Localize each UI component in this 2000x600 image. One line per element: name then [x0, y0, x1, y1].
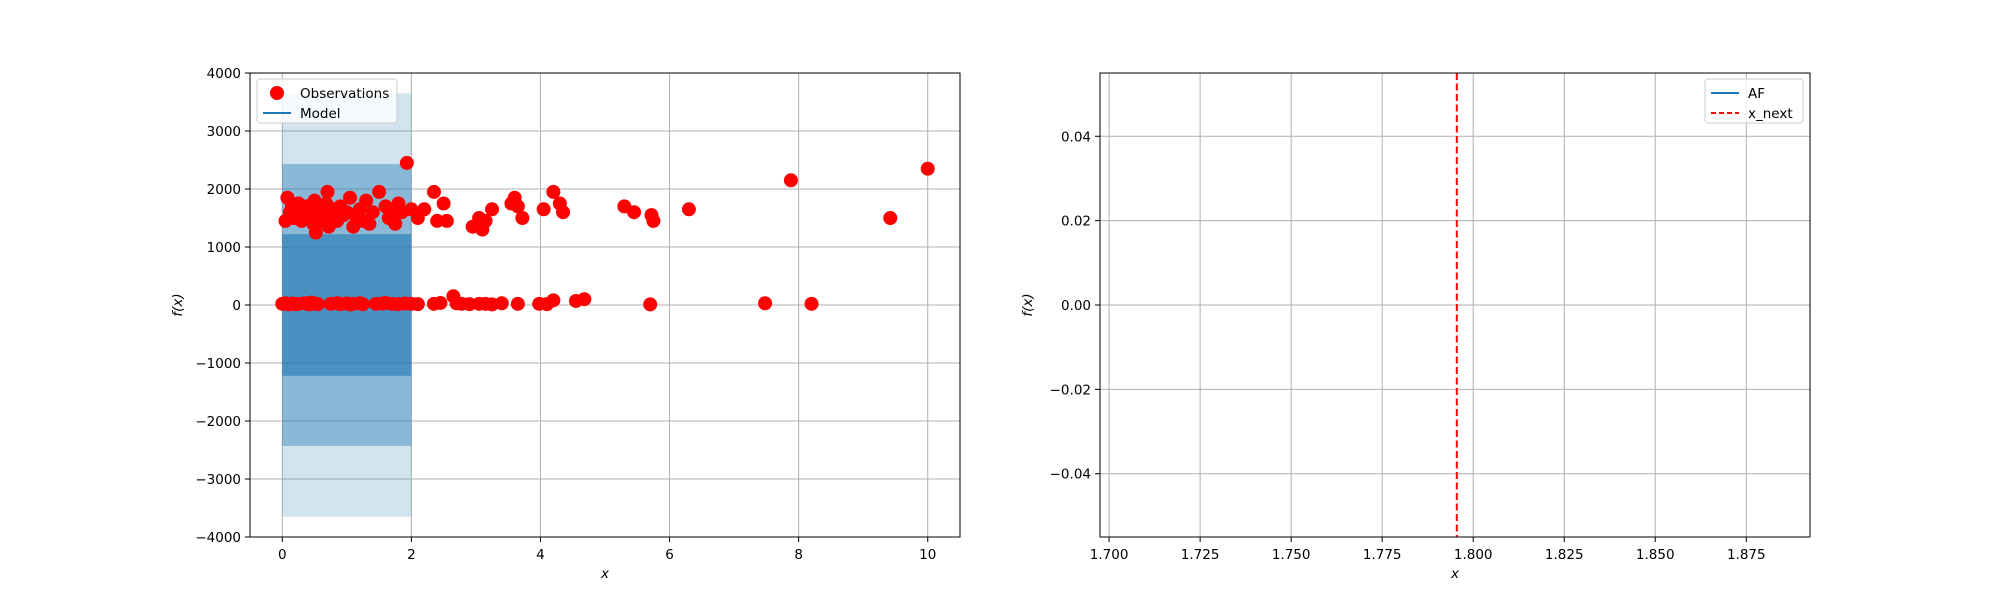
observation-point — [758, 296, 773, 311]
observation-point — [310, 297, 325, 312]
observation-point — [410, 297, 425, 312]
observation-point — [485, 202, 500, 217]
observation-point — [436, 196, 451, 211]
y-tick-label: −0.04 — [1050, 467, 1091, 483]
x-tick-label: 1.700 — [1090, 547, 1129, 563]
right-chart: 1.700 1.725 1.750 1.775 1.800 1.825 1.850 1.875… — [1020, 72, 1811, 582]
legend-observations-label: Observations — [300, 86, 389, 102]
left-y-ticks: −4000 −3000 −2000 −1000 0 1000 2000 3000 4000 — [195, 66, 250, 546]
right-x-axis-label: x — [1450, 566, 1460, 582]
observation-point — [556, 205, 571, 220]
right-y-axis-label: f(x) — [1020, 293, 1036, 316]
y-tick-label: −3000 — [195, 472, 241, 488]
legend-af-label: AF — [1748, 86, 1765, 102]
legend-observations-marker — [270, 86, 284, 100]
y-tick-label: 2000 — [207, 182, 241, 198]
x-tick-label: 0 — [278, 547, 287, 563]
legend-model-label: Model — [300, 106, 341, 122]
observation-point — [417, 202, 432, 217]
observation-point — [646, 213, 661, 228]
observation-point — [783, 173, 798, 188]
observation-point — [681, 202, 696, 217]
right-x-ticks: 1.700 1.725 1.750 1.775 1.800 1.825 1.850 1.875 — [1090, 537, 1766, 563]
y-tick-label: −1000 — [195, 356, 241, 372]
x-tick-label: 1.825 — [1545, 547, 1584, 563]
left-x-ticks: 0 2 4 6 8 10 — [278, 537, 936, 563]
left-legend: Observations Model — [256, 78, 398, 124]
observation-point — [510, 296, 525, 311]
observation-point — [643, 297, 658, 312]
right-y-ticks: −0.04 −0.02 0.00 0.02 0.04 — [1050, 129, 1100, 483]
observation-point — [426, 184, 441, 199]
x-tick-label: 8 — [794, 547, 803, 563]
x-tick-label: 1.875 — [1727, 547, 1766, 563]
y-tick-label: 0.04 — [1061, 129, 1091, 145]
observation-point — [546, 293, 561, 308]
y-tick-label: 3000 — [207, 124, 241, 140]
left-y-axis-label: f(x) — [170, 293, 186, 316]
left-legend-box — [256, 78, 398, 124]
observation-point — [355, 297, 370, 312]
observation-point — [515, 211, 530, 225]
observation-point — [430, 213, 445, 228]
x-tick-label: 4 — [536, 547, 545, 563]
observation-point — [494, 296, 509, 311]
observation-point — [308, 225, 323, 240]
observation-point — [577, 292, 592, 307]
observation-point — [478, 213, 493, 228]
observation-point — [320, 184, 335, 199]
observation-point — [883, 211, 898, 225]
x-tick-label: 1.775 — [1363, 547, 1402, 563]
y-tick-label: −0.02 — [1050, 382, 1091, 398]
x-tick-label: 10 — [919, 547, 936, 563]
observation-point — [439, 213, 454, 228]
x-tick-label: 1.850 — [1636, 547, 1675, 563]
observation-point — [388, 216, 403, 231]
legend-x-next-label: x_next — [1748, 106, 1793, 122]
x-tick-label: 1.800 — [1454, 547, 1493, 563]
x-tick-label: 1.750 — [1272, 547, 1311, 563]
y-tick-label: −2000 — [195, 414, 241, 430]
observation-point — [359, 193, 374, 208]
observation-point — [546, 184, 561, 199]
y-tick-label: 0.02 — [1061, 214, 1091, 230]
left-chart: 0 2 4 6 8 10 −4000 −3000 −2000 −1000 0 1000 2000 300… — [170, 66, 961, 582]
x-tick-label: 1.725 — [1181, 547, 1220, 563]
observation-point — [804, 296, 819, 311]
x-tick-label: 6 — [665, 547, 674, 563]
observation-point — [362, 216, 377, 231]
observation-point — [627, 205, 642, 220]
left-x-axis-label: x — [600, 566, 610, 582]
right-legend: AF x_next — [1704, 78, 1804, 124]
observation-point — [372, 184, 387, 199]
observation-point — [365, 205, 380, 220]
observation-point — [343, 190, 358, 205]
y-tick-label: 0 — [232, 298, 241, 314]
y-tick-label: 4000 — [207, 66, 241, 82]
observation-points — [275, 155, 935, 312]
observation-point — [433, 295, 448, 310]
observation-point — [920, 161, 935, 176]
x-tick-label: 2 — [407, 547, 416, 563]
right-gridlines — [1100, 73, 1810, 537]
y-tick-label: −4000 — [195, 530, 241, 546]
observation-point — [536, 202, 551, 217]
y-tick-label: 0.00 — [1061, 298, 1091, 314]
observation-point — [510, 199, 525, 214]
y-tick-label: 1000 — [207, 240, 241, 256]
observation-point — [399, 155, 414, 170]
